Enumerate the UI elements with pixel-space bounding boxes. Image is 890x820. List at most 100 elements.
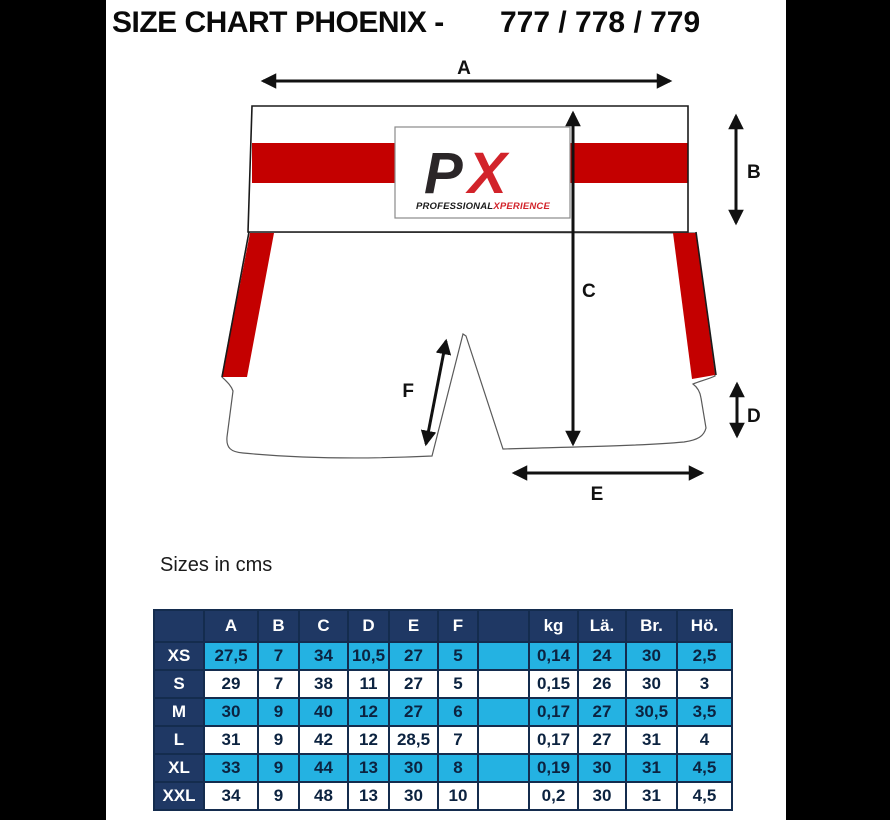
table-cell: 27 <box>577 725 627 755</box>
table-cell: 9 <box>257 753 300 783</box>
table-cell: 27 <box>388 697 439 727</box>
table-cell: 7 <box>257 669 300 699</box>
column-header <box>153 609 205 643</box>
table-cell <box>477 669 530 699</box>
table-cell: 27 <box>577 697 627 727</box>
table-cell: 7 <box>437 725 479 755</box>
size-table-body: XS 27,5 7 34 10,5 27 5 0,14 24 30 2,5 S 29 7 38 11 27 5 0,… <box>153 641 733 811</box>
table-cell <box>477 697 530 727</box>
size-row-label: XXL <box>153 781 205 811</box>
table-cell: 9 <box>257 697 300 727</box>
table-cell: 10 <box>437 781 479 811</box>
label-d: D <box>747 406 761 427</box>
column-header: E <box>388 609 439 643</box>
table-cell: 4,5 <box>676 781 733 811</box>
table-cell <box>477 641 530 671</box>
shorts-legs-outline <box>221 231 716 459</box>
table-cell: 38 <box>298 669 349 699</box>
sizes-unit-note: Sizes in cms <box>160 554 273 576</box>
column-header: kg <box>528 609 579 643</box>
table-cell: 0,19 <box>528 753 579 783</box>
logo-caption: PROFESSIONALXPERIENCE <box>416 201 551 212</box>
table-cell: 13 <box>347 753 390 783</box>
table-cell: 31 <box>203 725 259 755</box>
table-cell: 34 <box>203 781 259 811</box>
table-cell: 29 <box>203 669 259 699</box>
table-cell: 30 <box>577 781 627 811</box>
table-cell <box>477 753 530 783</box>
table-row: XXL 34 9 48 13 30 10 0,2 30 31 4,5 <box>153 781 733 811</box>
left-leg-edge-line <box>221 231 250 378</box>
table-cell: 0,15 <box>528 669 579 699</box>
table-cell: 8 <box>437 753 479 783</box>
table-cell: 27 <box>388 641 439 671</box>
table-row: S 29 7 38 11 27 5 0,15 26 30 3 <box>153 669 733 699</box>
table-cell: 31 <box>625 725 678 755</box>
label-a: A <box>457 58 471 79</box>
measure-arrow-f <box>420 338 452 447</box>
table-cell: 28,5 <box>388 725 439 755</box>
waistband-outline <box>247 105 689 233</box>
table-cell: 4,5 <box>676 753 733 783</box>
table-cell: 0,14 <box>528 641 579 671</box>
table-cell: 30 <box>203 697 259 727</box>
table-cell <box>477 725 530 755</box>
table-cell: 2,5 <box>676 641 733 671</box>
table-cell: 48 <box>298 781 349 811</box>
logo-letter-x: X <box>465 141 510 206</box>
table-cell: 10,5 <box>347 641 390 671</box>
table-cell: 27,5 <box>203 641 259 671</box>
column-header <box>477 609 530 643</box>
table-cell: 0,17 <box>528 725 579 755</box>
title-model-numbers: 777 / 778 / 779 <box>500 6 701 39</box>
table-cell: 30 <box>388 781 439 811</box>
table-cell: 4 <box>676 725 733 755</box>
table-row: M 30 9 40 12 27 6 0,17 27 30,5 3,5 <box>153 697 733 727</box>
table-cell: 30 <box>625 669 678 699</box>
title-text: SIZE CHART PHOENIX - <box>112 6 444 39</box>
table-cell: 9 <box>257 725 300 755</box>
size-row-label: XL <box>153 753 205 783</box>
table-cell: 30 <box>625 641 678 671</box>
column-header: Lä. <box>577 609 627 643</box>
logo-caption-red: XPERIENCE <box>492 201 550 212</box>
table-cell <box>477 781 530 811</box>
size-row-label: M <box>153 697 205 727</box>
logo-caption-black: PROFESSIONAL <box>416 201 493 212</box>
content-area: SIZE CHART PHOENIX - 777 / 778 / 779 P <box>106 0 786 820</box>
size-row-label: S <box>153 669 205 699</box>
table-cell: 11 <box>347 669 390 699</box>
column-header: F <box>437 609 479 643</box>
table-cell: 30 <box>388 753 439 783</box>
table-cell: 12 <box>347 725 390 755</box>
right-leg-edge-line <box>695 231 717 376</box>
label-c: C <box>582 281 596 302</box>
table-cell: 42 <box>298 725 349 755</box>
table-row: XS 27,5 7 34 10,5 27 5 0,14 24 30 2,5 <box>153 641 733 671</box>
logo-box <box>394 126 571 219</box>
label-e: E <box>591 484 604 505</box>
column-header: D <box>347 609 390 643</box>
column-header: C <box>298 609 349 643</box>
column-header: B <box>257 609 300 643</box>
table-cell: 7 <box>257 641 300 671</box>
table-row: XL 33 9 44 13 30 8 0,19 30 31 4,5 <box>153 753 733 783</box>
right-leg-red-stripe <box>673 233 715 379</box>
table-cell: 24 <box>577 641 627 671</box>
logo-letter-p: P <box>424 141 463 206</box>
table-cell: 30,5 <box>625 697 678 727</box>
table-cell: 31 <box>625 781 678 811</box>
table-cell: 12 <box>347 697 390 727</box>
table-cell: 5 <box>437 669 479 699</box>
table-cell: 0,2 <box>528 781 579 811</box>
size-row-label: L <box>153 725 205 755</box>
table-cell: 9 <box>257 781 300 811</box>
table-cell: 6 <box>437 697 479 727</box>
shorts-diagram: P X PROFESSIONALXPERIENCE A B C D E F <box>221 58 761 505</box>
table-cell: 27 <box>388 669 439 699</box>
table-cell: 30 <box>577 753 627 783</box>
column-header: A <box>203 609 259 643</box>
